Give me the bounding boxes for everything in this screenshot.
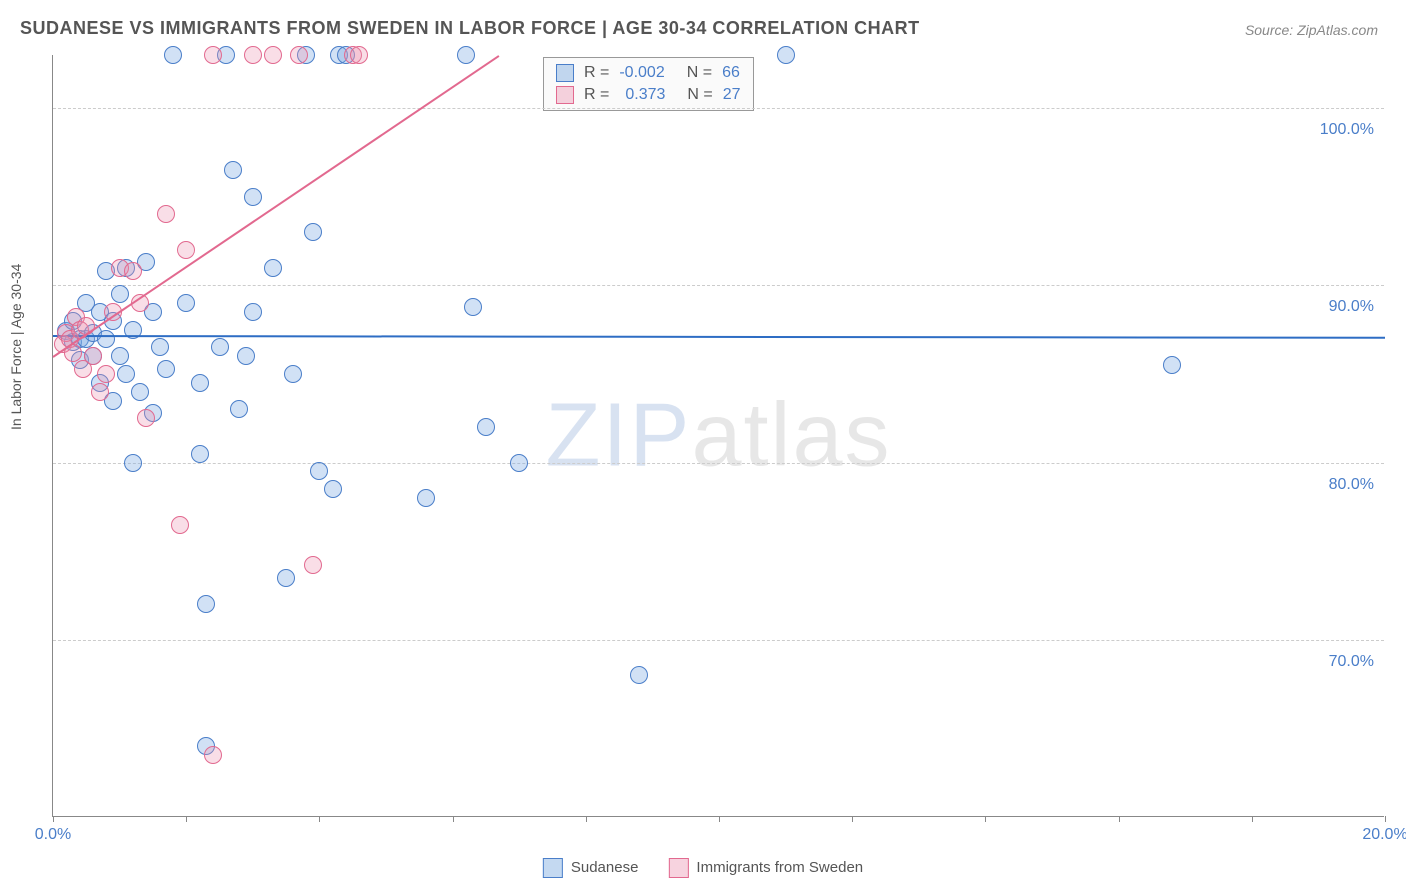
n-value-1: 66: [722, 64, 740, 82]
data-point: [197, 595, 215, 613]
xtick: [719, 816, 720, 822]
y-axis-label: In Labor Force | Age 30-34: [8, 264, 24, 430]
stats-row-1: R = -0.002 N = 66: [556, 62, 741, 84]
ytick-label: 100.0%: [1320, 121, 1374, 139]
data-point: [97, 330, 115, 348]
swatch-pink: [556, 86, 574, 104]
r-label-1: R =: [584, 64, 609, 82]
xtick: [586, 816, 587, 822]
xtick: [319, 816, 320, 822]
data-point: [191, 445, 209, 463]
data-point: [304, 556, 322, 574]
n-label-1: N =: [687, 64, 712, 82]
data-point: [310, 462, 328, 480]
data-point: [244, 188, 262, 206]
data-point: [131, 383, 149, 401]
data-point: [111, 347, 129, 365]
data-point: [191, 374, 209, 392]
data-point: [304, 223, 322, 241]
gridline: [53, 640, 1384, 641]
data-point: [157, 360, 175, 378]
data-point: [124, 262, 142, 280]
legend-item-2: Immigrants from Sweden: [668, 858, 863, 878]
source-label: Source: ZipAtlas.com: [1245, 22, 1378, 38]
ytick-label: 90.0%: [1329, 298, 1374, 316]
xtick: [186, 816, 187, 822]
legend-item-1: Sudanese: [543, 858, 639, 878]
data-point: [237, 347, 255, 365]
data-point: [91, 383, 109, 401]
data-point: [1163, 356, 1181, 374]
data-point: [117, 365, 135, 383]
data-point: [204, 746, 222, 764]
data-point: [244, 303, 262, 321]
data-point: [137, 409, 155, 427]
trend-line: [53, 335, 1385, 339]
data-point: [177, 294, 195, 312]
data-point: [417, 489, 435, 507]
legend-label-2: Immigrants from Sweden: [696, 859, 863, 876]
data-point: [124, 454, 142, 472]
data-point: [777, 46, 795, 64]
xtick: [1119, 816, 1120, 822]
xtick-label: 20.0%: [1362, 826, 1406, 844]
legend-label-1: Sudanese: [571, 859, 639, 876]
watermark: ZIPatlas: [545, 384, 891, 487]
data-point: [324, 480, 342, 498]
data-point: [151, 338, 169, 356]
trend-line: [52, 55, 499, 358]
data-point: [510, 454, 528, 472]
data-point: [224, 161, 242, 179]
swatch-blue: [556, 64, 574, 82]
data-point: [97, 365, 115, 383]
data-point: [177, 241, 195, 259]
r-value-2: 0.373: [625, 86, 665, 104]
legend-swatch-pink: [668, 858, 688, 878]
n-value-2: 27: [723, 86, 741, 104]
xtick: [453, 816, 454, 822]
chart-title: SUDANESE VS IMMIGRANTS FROM SWEDEN IN LA…: [20, 18, 920, 39]
ytick-label: 70.0%: [1329, 653, 1374, 671]
bottom-legend: Sudanese Immigrants from Sweden: [543, 858, 863, 878]
data-point: [350, 46, 368, 64]
watermark-zip: ZIP: [545, 385, 691, 485]
data-point: [171, 516, 189, 534]
data-point: [264, 259, 282, 277]
data-point: [204, 46, 222, 64]
xtick: [852, 816, 853, 822]
ytick-label: 80.0%: [1329, 476, 1374, 494]
data-point: [457, 46, 475, 64]
data-point: [84, 347, 102, 365]
gridline: [53, 285, 1384, 286]
data-point: [630, 666, 648, 684]
plot-area: ZIPatlas R = -0.002 N = 66 R = 0.373 N =…: [52, 55, 1384, 817]
data-point: [264, 46, 282, 64]
legend-swatch-blue: [543, 858, 563, 878]
xtick: [1385, 816, 1386, 822]
data-point: [464, 298, 482, 316]
data-point: [111, 285, 129, 303]
data-point: [157, 205, 175, 223]
data-point: [230, 400, 248, 418]
r-value-1: -0.002: [619, 64, 664, 82]
xtick: [985, 816, 986, 822]
gridline: [53, 108, 1384, 109]
data-point: [244, 46, 262, 64]
data-point: [477, 418, 495, 436]
stats-row-2: R = 0.373 N = 27: [556, 84, 741, 106]
data-point: [211, 338, 229, 356]
xtick-label: 0.0%: [35, 826, 71, 844]
n-label-2: N =: [687, 86, 712, 104]
watermark-atlas: atlas: [691, 385, 891, 485]
data-point: [164, 46, 182, 64]
stats-legend-box: R = -0.002 N = 66 R = 0.373 N = 27: [543, 57, 754, 111]
gridline: [53, 463, 1384, 464]
xtick: [1252, 816, 1253, 822]
data-point: [284, 365, 302, 383]
xtick: [53, 816, 54, 822]
data-point: [290, 46, 308, 64]
data-point: [277, 569, 295, 587]
r-label-2: R =: [584, 86, 609, 104]
